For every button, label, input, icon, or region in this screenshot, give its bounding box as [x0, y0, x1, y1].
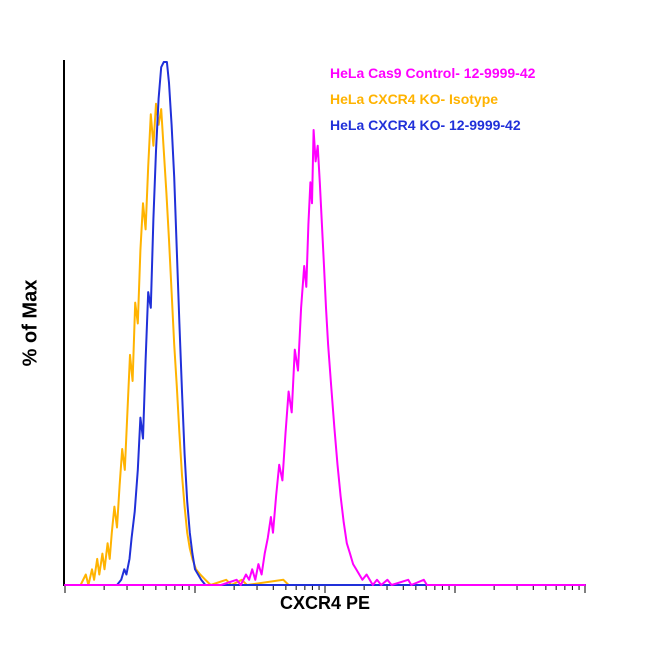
legend-item: HeLa CXCR4 KO- Isotype — [330, 91, 499, 107]
histogram-curve — [64, 129, 586, 586]
histogram-curve — [64, 102, 586, 586]
legend: HeLa Cas9 Control- 12-9999-42 HeLa CXCR4 … — [330, 60, 535, 138]
y-axis-label: % of Max — [19, 279, 42, 367]
histogram-curve — [64, 61, 586, 586]
legend-item: HeLa CXCR4 KO- 12-9999-42 — [330, 117, 521, 133]
legend-item: HeLa Cas9 Control- 12-9999-42 — [330, 65, 536, 81]
x-axis-label: CXCR4 PE — [279, 593, 371, 613]
